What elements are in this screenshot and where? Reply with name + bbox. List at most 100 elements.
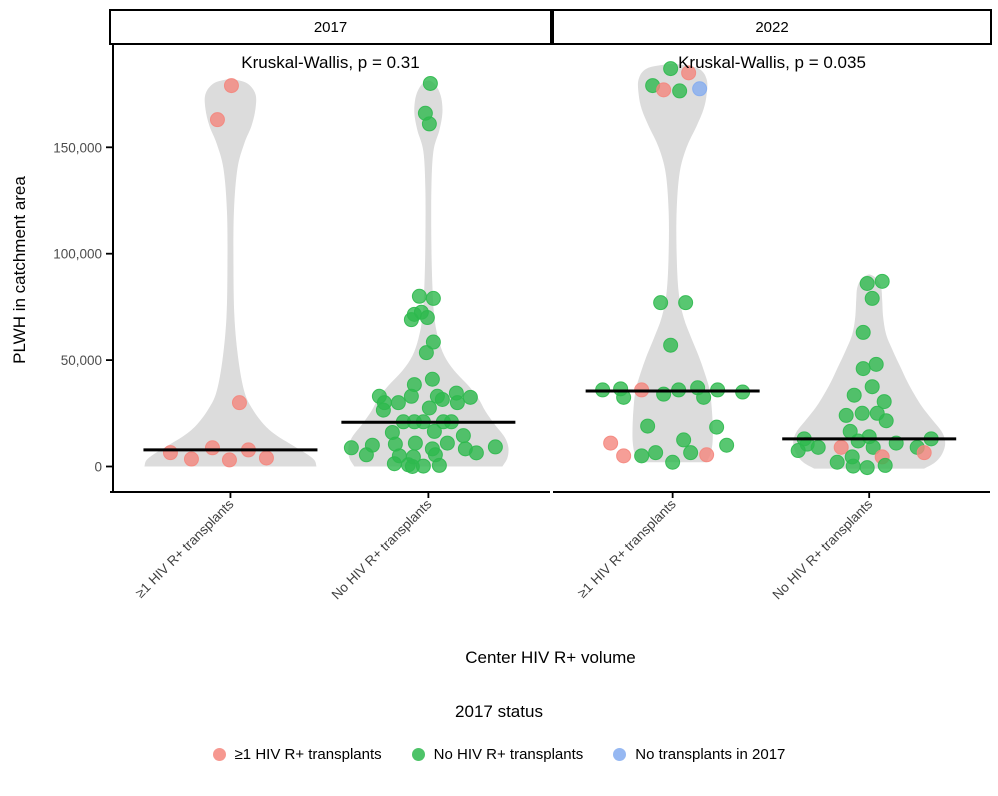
data-point [403, 388, 419, 404]
data-point [386, 456, 402, 472]
data-point [709, 419, 725, 435]
data-point [204, 440, 220, 456]
data-point [358, 447, 374, 463]
data-point [418, 345, 434, 361]
legend-dot-icon [613, 748, 627, 761]
data-point [864, 290, 880, 306]
data-point [616, 448, 632, 464]
data-point [683, 445, 699, 461]
y-tick-label: 0 [94, 460, 102, 475]
data-point [829, 454, 845, 470]
data-point [790, 443, 806, 459]
legend-item-none-2017: No transplants in 2017 [613, 746, 785, 763]
data-point [663, 61, 679, 77]
data-point [854, 405, 870, 421]
data-point [656, 386, 672, 402]
data-point [422, 75, 438, 91]
data-point [846, 387, 862, 403]
data-point [426, 423, 442, 439]
data-point [223, 78, 239, 94]
data-point [810, 439, 826, 455]
legend-item-no-transplants: No HIV R+ transplants [411, 746, 583, 763]
data-point [603, 435, 619, 451]
facet-strip-label-2017: 2017 [314, 19, 347, 36]
data-point [449, 395, 465, 411]
violin-2022-1 [632, 63, 713, 463]
data-point [864, 379, 880, 395]
plot-canvas: 2017 ≥1 HIV R+ transplants No HIV R+ trans… [10, 9, 992, 602]
data-point [865, 439, 881, 455]
x-tick-label: No HIV R+ transplants [329, 496, 435, 602]
data-point [421, 116, 437, 132]
kruskal-wallis-annotation: Kruskal-Wallis, p = 0.035 [678, 53, 866, 72]
data-point [653, 295, 669, 311]
data-point [162, 445, 178, 461]
x-tick-label: ≥1 HIV R+ transplants [132, 496, 236, 600]
data-point [876, 394, 892, 410]
data-point [468, 445, 484, 461]
data-point [404, 459, 420, 474]
data-point [411, 288, 427, 304]
x-axis-title: Center HIV R+ volume [465, 648, 636, 667]
data-point [390, 395, 406, 411]
facet-strip-2017 [109, 9, 552, 45]
data-point [640, 418, 656, 434]
data-point [209, 112, 225, 128]
data-point [221, 452, 237, 468]
data-point [855, 324, 871, 340]
violin-2017-2 [348, 80, 509, 467]
y-tick-label: 150,000 [53, 140, 102, 155]
data-point [665, 454, 681, 470]
data-point [681, 65, 697, 81]
legend-item-ge1-transplants: ≥1 HIV R+ transplants [212, 746, 382, 763]
data-point [424, 371, 440, 387]
legend-items-row: ≥1 HIV R+ transplants No HIV R+ transpla… [0, 746, 998, 763]
data-point [419, 310, 435, 326]
data-point [258, 450, 274, 466]
data-point [407, 435, 423, 451]
data-point [874, 273, 890, 289]
data-point [672, 83, 688, 99]
legend-title: 2017 status [455, 702, 543, 721]
legend-dot-icon [212, 748, 226, 761]
data-point [231, 395, 247, 411]
data-point [692, 81, 708, 97]
data-point [431, 457, 447, 473]
y-tick-label: 100,000 [53, 247, 102, 262]
data-point [663, 337, 679, 353]
facet-strip-label-2022: 2022 [755, 19, 788, 36]
data-point [855, 361, 871, 377]
data-point [421, 400, 437, 416]
kruskal-wallis-annotation: Kruskal-Wallis, p = 0.31 [241, 53, 419, 72]
data-point [375, 402, 391, 418]
data-point [434, 391, 450, 407]
data-point [439, 435, 455, 451]
data-point [425, 290, 441, 306]
data-point [877, 457, 893, 473]
data-point [634, 448, 650, 464]
data-point [656, 82, 672, 98]
data-point [343, 440, 359, 456]
data-point [462, 389, 478, 405]
data-point [403, 312, 419, 328]
data-point [487, 439, 503, 455]
data-point [833, 439, 849, 455]
data-point [838, 407, 854, 423]
data-point [859, 275, 875, 291]
data-point [183, 451, 199, 467]
data-point [648, 445, 664, 461]
y-tick-label: 50,000 [61, 353, 102, 368]
data-point [868, 356, 884, 372]
legend: 2017 status ≥1 HIV R+ transplants No HIV… [0, 702, 998, 763]
data-point [678, 295, 694, 311]
x-tick-label: No HIV R+ transplants [769, 496, 875, 602]
data-point [845, 458, 861, 474]
data-point [878, 413, 894, 429]
data-point [425, 334, 441, 350]
data-point [676, 432, 692, 448]
data-point [455, 428, 471, 444]
data-point [859, 460, 875, 476]
x-tick-label: ≥1 HIV R+ transplants [575, 496, 679, 600]
violin-2017-1 [144, 78, 317, 467]
